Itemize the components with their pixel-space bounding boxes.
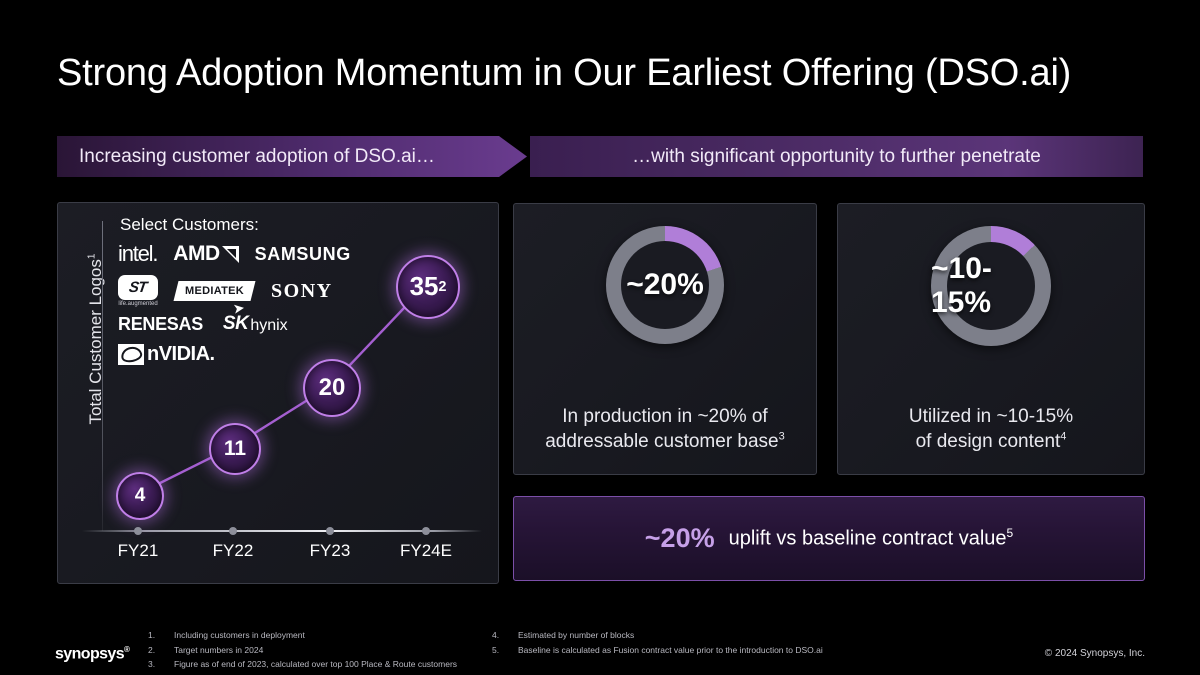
donut-caption-sup: 4 [1060,430,1067,443]
donut-wrap: ~10-15% [931,226,1051,346]
chart-panel: Total Customer Logos1 Select Customers: … [57,202,499,584]
footnote-row: 2. Target numbers in 2024 [148,643,457,658]
y-axis-line [102,221,103,531]
banner-row: Increasing customer adoption of DSO.ai… … [57,136,1143,177]
footnote-row: 1. Including customers in deployment [148,628,457,643]
st-mark-icon: ST [118,275,158,300]
skhynix-logo: ➤ SK hynix [223,299,288,335]
footnote-number: 3. [148,659,156,670]
banner-right-label: …with significant opportunity to further… [632,145,1041,167]
nvidia-logo: nVIDIA. [118,343,215,366]
donut-caption-production: In production in ~20% of addressable cus… [514,404,816,454]
x-axis-tick-label-FY23: FY23 [309,541,351,560]
data-point-label: 20 [318,374,346,401]
st-logo: ST life.augmented [118,275,158,307]
amd-logo: AMD [173,242,239,266]
donut-caption-design-content: Utilized in ~10-15% of design content4 [838,404,1144,454]
x-axis-line [82,530,482,532]
y-axis-label-sup: 1 [86,253,98,260]
st-tagline: life.augmented [118,301,158,307]
sony-logo: SONY [271,279,333,302]
amd-arrow-icon [221,245,239,263]
footnote-row: 3. Figure as of end of 2023, calculated o… [148,657,457,672]
mediatek-logo-text: MEDIATEK [185,285,245,297]
renesas-logo: RENESAS [118,313,203,334]
data-point-label: 35 [409,271,439,302]
donut-caption-line1: In production in ~20% of [562,405,768,427]
page-title: Strong Adoption Momentum in Our Earliest… [57,52,1072,94]
x-axis-tick-dot [422,527,430,535]
x-axis-tick-label-FY21: FY21 [117,541,159,560]
hynix-logo-text: hynix [250,317,288,334]
x-axis-tick-dot [134,527,142,535]
y-axis-label: Total Customer Logos1 [86,239,106,439]
footnote-text: Estimated by number of blocks [518,630,635,640]
amd-logo-text: AMD [173,242,220,265]
banner-right: …with significant opportunity to further… [530,136,1143,177]
donut-chart-production: ~20% [606,226,724,344]
banner-left-chevron: Increasing customer adoption of DSO.ai… [57,136,527,177]
st-mark-text: ST [128,279,148,296]
copyright: © 2024 Synopsys, Inc. [1044,648,1145,659]
donut-caption-line2: of design content [915,430,1061,452]
footnotes-right: 4. Estimated by number of blocks 5. Baselin… [492,628,823,657]
mediatek-logo: MEDIATEK [173,281,256,301]
uplift-banner: ~20% uplift vs baseline contract value5 [513,496,1145,581]
x-axis-tick-label-FY22: FY22 [212,541,254,560]
footnote-number: 2. [148,644,156,655]
footnote-text: Figure as of end of 2023, calculated ove… [174,659,458,670]
donut-hole [947,242,1035,330]
data-point-FY23: 20 [303,359,361,417]
uplift-text-body: uplift vs baseline contract value [728,527,1007,550]
footnote-number: 4. [492,630,500,640]
x-axis-tick-dot [326,527,334,535]
data-point-label: 11 [223,436,247,460]
logo-row: RENESAS ➤ SK hynix [118,299,418,335]
donut-hole [621,241,709,329]
footnote-number: 5. [492,644,500,655]
synopsys-logo-text: synopsys [55,645,125,663]
data-point-FY22: 11 [209,422,261,475]
logo-row: intel. AMD SAMSUNG [118,241,418,267]
synopsys-logo-sup: ® [124,645,130,654]
logo-row: nVIDIA. [118,343,418,366]
x-axis-tick-label-FY24E: FY24E [400,541,452,560]
footnotes-left: 1. Including customers in deployment 2. Tar… [148,628,457,672]
logo-row: ST life.augmented MEDIATEK SONY [118,275,418,307]
uplift-sup: 5 [1006,526,1014,541]
donut-panel-design-content: ~10-15% Utilized in ~10-15% of design co… [837,203,1145,475]
banner-left-label: Increasing customer adoption of DSO.ai… [79,145,435,167]
samsung-logo: SAMSUNG [254,243,351,264]
sk-wing-icon: ➤ [231,299,246,317]
footnote-row: 5. Baseline is calculated as Fusion contr… [492,643,823,658]
donut-panel-production: ~20% In production in ~20% of addressabl… [513,203,817,475]
donut-value-label: ~10-15% [931,252,992,319]
footnote-text: Target numbers in 2024 [174,644,264,655]
customer-logo-grid: intel. AMD SAMSUNG ST life.augmented MED… [118,241,418,371]
x-axis-tick-dot [229,527,237,535]
nvidia-eye-icon [118,344,144,365]
donut-chart-design-content: ~10-15% [931,226,1051,346]
data-point-label-sup: 2 [438,278,447,295]
donut-caption-line2: addressable customer base [545,430,779,452]
donut-value-label: ~20% [626,268,704,301]
select-customers-label: Select Customers: [120,215,259,234]
intel-logo: intel. [118,241,158,266]
footnote-row: 4. Estimated by number of blocks [492,628,823,643]
donut-caption-sup: 3 [778,430,785,443]
uplift-text: uplift vs baseline contract value5 [729,526,1014,551]
footnote-text: Baseline is calculated as Fusion contrac… [518,644,823,655]
donut-caption-line1: Utilized in ~10-15% [908,405,1074,427]
donut-wrap: ~20% [606,226,724,344]
data-point-FY21: 4 [116,472,164,520]
data-point-FY24E: 35 2 [396,254,460,319]
uplift-percent: ~20% [644,523,715,553]
synopsys-logo: synopsys® [55,645,130,663]
nvidia-logo-text: nVIDIA. [147,343,215,365]
footnote-number: 1. [148,630,156,640]
data-point-label: 4 [134,485,146,506]
footnote-text: Including customers in deployment [174,630,305,640]
